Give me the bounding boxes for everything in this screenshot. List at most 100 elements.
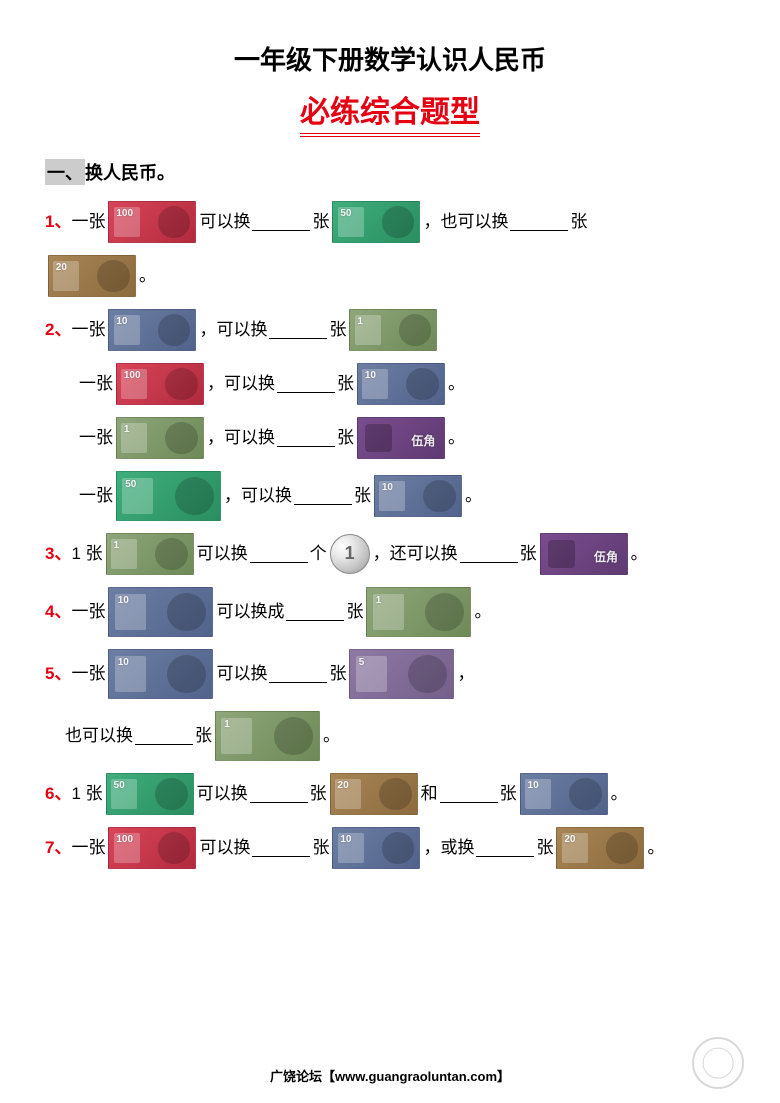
banknote-100: 100	[108, 201, 196, 243]
banknote-20: 20	[330, 773, 418, 815]
blank-field[interactable]	[277, 429, 335, 447]
text-zhang: 张	[354, 483, 371, 509]
text-zhang: 张	[337, 425, 354, 451]
question-row-cont: 一张 100 ，可以换 张 10 。	[45, 361, 735, 407]
text-can-exchange: ，可以换	[224, 483, 292, 509]
text-one-sheet-num: 1 张	[71, 541, 102, 567]
text-zhang: 张	[500, 781, 517, 807]
page-subtitle: 必练综合题型	[45, 87, 735, 137]
text-comma: ，	[457, 661, 474, 687]
page-title: 一年级下册数学认识人民币	[45, 40, 735, 77]
text-can-exchange-to: 可以换成	[216, 599, 284, 625]
text-one-sheet: 一张	[71, 661, 105, 687]
text-also: ，也可以换	[423, 209, 508, 235]
text-also-short: 也可以换	[65, 723, 133, 749]
text-zhang: 张	[310, 781, 327, 807]
text-period: 。	[323, 723, 340, 749]
blank-field[interactable]	[252, 213, 310, 231]
text-one-sheet: 一张	[71, 599, 105, 625]
text-one-sheet: 一张	[71, 835, 105, 861]
text-zhang: 张	[570, 209, 587, 235]
text-zhang: 张	[312, 835, 329, 861]
text-one-sheet: 一张	[79, 425, 113, 451]
banknote-10: 10	[374, 475, 462, 517]
banknote-10: 10	[520, 773, 608, 815]
text-zhang: 张	[329, 661, 346, 687]
banknote-1: 1	[106, 533, 194, 575]
question-number: 3、	[45, 541, 71, 567]
question-row-cont: 一张 50 ，可以换 张 10 。	[45, 469, 735, 523]
text-period: 。	[474, 599, 491, 625]
question-number: 2、	[45, 317, 71, 343]
banknote-5jiao: 伍角	[357, 417, 445, 459]
section-number: 一、	[45, 159, 85, 185]
blank-field[interactable]	[277, 375, 335, 393]
text-zhang: 张	[346, 599, 363, 625]
banknote-10: 10	[357, 363, 445, 405]
banknote-10: 10	[332, 827, 420, 869]
question-number: 4、	[45, 599, 71, 625]
text-period: 。	[465, 483, 482, 509]
banknote-5: 5	[349, 649, 454, 699]
text-one-sheet: 一张	[71, 209, 105, 235]
banknote-5jiao: 伍角	[540, 533, 628, 575]
text-zhang: 张	[337, 371, 354, 397]
question-number: 7、	[45, 835, 71, 861]
page-footer: 广饶论坛【www.guangraoluntan.com】	[0, 1066, 780, 1085]
text-period: 。	[647, 835, 664, 861]
question-row-cont: 一张 1 ，可以换 张 伍角 。	[45, 415, 735, 461]
question-number: 5、	[45, 661, 71, 687]
text-one-sheet: 一张	[79, 483, 113, 509]
blank-field[interactable]	[286, 603, 344, 621]
question-row: 2、 一张 10 ，可以换 张 1	[45, 307, 735, 353]
text-can-exchange: 可以换	[216, 661, 267, 687]
blank-field[interactable]	[135, 727, 193, 745]
text-can-exchange: 可以换	[197, 541, 248, 567]
text-zhang: 张	[312, 209, 329, 235]
text-can-exchange: ，可以换	[207, 425, 275, 451]
banknote-50: 50	[332, 201, 420, 243]
blank-field[interactable]	[460, 545, 518, 563]
question-row-cont: 20 。	[45, 253, 735, 299]
blank-field[interactable]	[510, 213, 568, 231]
blank-field[interactable]	[269, 665, 327, 683]
text-or: ，或换	[423, 835, 474, 861]
blank-field[interactable]	[440, 785, 498, 803]
banknote-1: 1	[215, 711, 320, 761]
blank-field[interactable]	[252, 839, 310, 857]
text-zhang: 张	[520, 541, 537, 567]
text-can-exchange: 可以换	[197, 781, 248, 807]
banknote-1: 1	[116, 417, 204, 459]
banknote-20: 20	[556, 827, 644, 869]
banknote-100: 100	[108, 827, 196, 869]
blank-field[interactable]	[476, 839, 534, 857]
text-one-sheet: 一张	[79, 371, 113, 397]
text-can-exchange: ，可以换	[207, 371, 275, 397]
text-period: 。	[631, 541, 648, 567]
text-can-exchange: 可以换	[199, 835, 250, 861]
banknote-50: 50	[106, 773, 194, 815]
banknote-1: 1	[349, 309, 437, 351]
banknote-1: 1	[366, 587, 471, 637]
question-row: 3、 1 张 1 可以换 个 ，还可以换 张 伍角 。	[45, 531, 735, 577]
question-row: 5、 一张 10 可以换 张 5 ，	[45, 647, 735, 701]
blank-field[interactable]	[294, 487, 352, 505]
text-can-exchange: 可以换	[199, 209, 250, 235]
banknote-10: 10	[108, 587, 213, 637]
text-and: 和	[421, 781, 438, 807]
subtitle-text: 必练综合题型	[300, 87, 480, 137]
text-period: 。	[448, 371, 465, 397]
blank-field[interactable]	[250, 785, 308, 803]
question-row: 7、 一张 100 可以换 张 10 ，或换 张 20 。	[45, 825, 735, 871]
section-heading: 一、换人民币。	[45, 159, 735, 185]
question-row: 4、 一张 10 可以换成 张 1 。	[45, 585, 735, 639]
question-number: 6、	[45, 781, 71, 807]
blank-field[interactable]	[269, 321, 327, 339]
question-row: 6、 1 张 50 可以换 张 20 和 张 10 。	[45, 771, 735, 817]
banknote-10: 10	[108, 649, 213, 699]
banknote-100: 100	[116, 363, 204, 405]
blank-field[interactable]	[250, 545, 308, 563]
banknote-20: 20	[48, 255, 136, 297]
banknote-10: 10	[108, 309, 196, 351]
question-number: 1、	[45, 209, 71, 235]
